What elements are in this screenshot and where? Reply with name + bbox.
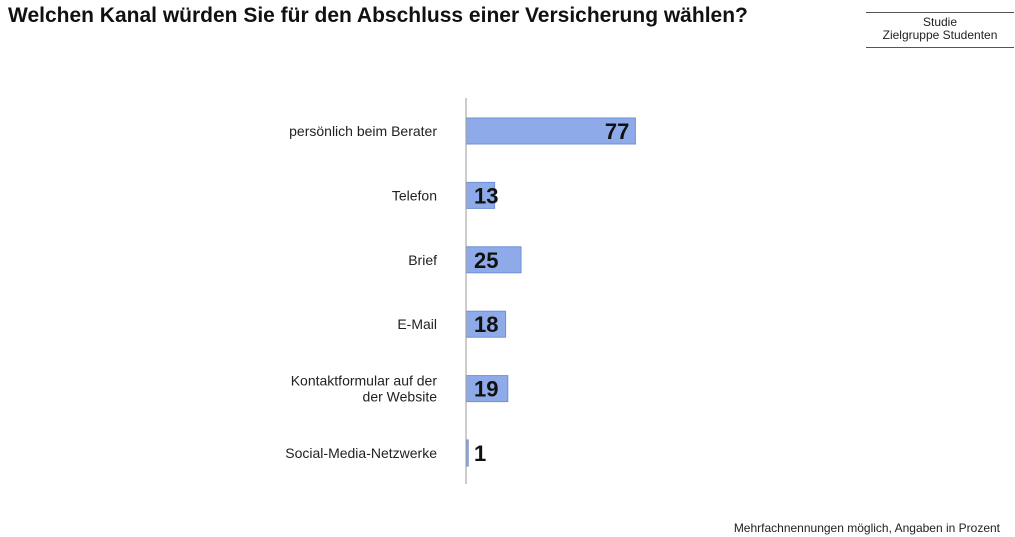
data-label-1: 13: [474, 183, 498, 208]
footnote: Mehrfachnennungen möglich, Angaben in Pr…: [733, 521, 1000, 535]
study-info-box: Studie Zielgruppe Studenten: [866, 12, 1014, 48]
category-label-4-line-0: Kontaktformular auf der: [291, 373, 438, 389]
chart-title: Welchen Kanal würden Sie für den Abschlu…: [8, 4, 748, 27]
data-labels-layer: 77 13 25 18 19 1: [474, 119, 629, 466]
bars-layer: [465, 117, 636, 467]
category-label-2: Brief: [408, 252, 437, 268]
category-labels-layer: persönlich beim Berater Telefon Brief E-Mai…: [285, 123, 437, 461]
data-label-4: 19: [474, 377, 498, 402]
bar-0: [465, 117, 636, 145]
study-target-group: Zielgruppe Studenten: [882, 28, 998, 42]
category-label-0: persönlich beim Berater: [289, 123, 437, 139]
data-label-0: 77: [605, 119, 629, 144]
data-label-5: 1: [474, 441, 486, 466]
category-label-5: Social-Media-Netzwerke: [285, 445, 437, 461]
data-label-3: 18: [474, 312, 498, 337]
study-label: Studie: [922, 15, 958, 29]
category-label-4-line-1: der Website: [363, 389, 438, 405]
bar-1: [465, 181, 496, 209]
data-label-2: 25: [474, 248, 498, 273]
category-label-1: Telefon: [392, 187, 437, 203]
category-label-3: E-Mail: [397, 316, 437, 332]
